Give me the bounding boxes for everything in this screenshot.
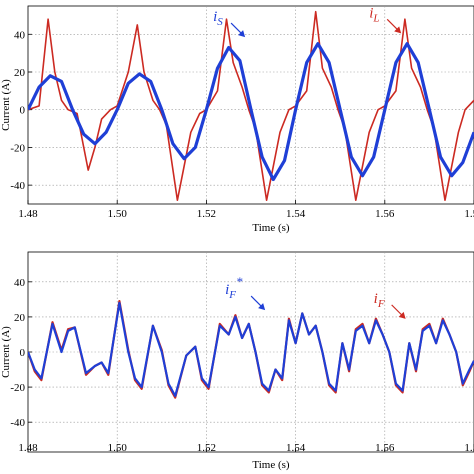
arrow-head bbox=[398, 311, 406, 319]
chart-panel-1: 1.48 1.50 1.52 1.54 1.56 1.58 40 20 0 -20 -40 Time … bbox=[0, 5, 474, 234]
y-tick-label: 40 bbox=[14, 29, 26, 41]
y-tick-label: 40 bbox=[14, 277, 26, 289]
y-tick-label: 20 bbox=[14, 67, 26, 79]
series-line-i-s bbox=[28, 42, 474, 182]
y-tick-label: -40 bbox=[10, 417, 25, 429]
x-tick-label: 1.54 bbox=[286, 208, 306, 220]
x-tick-label: 1.54 bbox=[286, 442, 306, 454]
x-tick-label: 1.50 bbox=[108, 208, 128, 220]
series-annotation: iF bbox=[374, 291, 385, 310]
x-tick-label: 1.58 bbox=[464, 208, 474, 220]
y-axis-label: Current (A) bbox=[0, 326, 12, 378]
x-tick-label: 1.58 bbox=[464, 442, 474, 454]
annotation-arrow bbox=[386, 18, 399, 31]
x-tick-label: 1.56 bbox=[375, 442, 395, 454]
annotation-arrow bbox=[230, 22, 243, 35]
series-line-i-f- bbox=[28, 301, 474, 397]
y-tick-label: -20 bbox=[10, 382, 25, 394]
y-tick-label: 20 bbox=[14, 312, 26, 324]
arrow-head bbox=[394, 26, 402, 34]
y-tick-label: 0 bbox=[20, 105, 26, 117]
y-tick-label: -40 bbox=[10, 180, 25, 192]
arrow-head bbox=[258, 303, 266, 311]
x-axis-label: Time (s) bbox=[252, 459, 290, 471]
series-annotation: iS bbox=[213, 9, 223, 28]
annotation-arrow bbox=[250, 295, 263, 308]
chart-panel-2: 1.48 1.50 1.52 1.54 1.56 1.58 40 20 0 -20 -40 Time … bbox=[0, 251, 474, 471]
annotation-arrow bbox=[391, 304, 404, 317]
y-tick-label: 0 bbox=[20, 347, 26, 359]
x-tick-label: 1.50 bbox=[108, 442, 128, 454]
series-annotation: iL bbox=[369, 5, 379, 24]
x-tick-label: 1.52 bbox=[197, 208, 216, 220]
x-tick-label: 1.52 bbox=[197, 442, 216, 454]
y-axis-label: Current (A) bbox=[0, 79, 12, 131]
x-tick-label: 1.56 bbox=[375, 208, 395, 220]
y-tick-label: -20 bbox=[10, 142, 25, 154]
x-tick-label: 1.48 bbox=[18, 442, 38, 454]
x-tick-label: 1.48 bbox=[18, 208, 38, 220]
x-axis-label: Time (s) bbox=[252, 222, 290, 234]
arrow-head bbox=[238, 30, 246, 38]
